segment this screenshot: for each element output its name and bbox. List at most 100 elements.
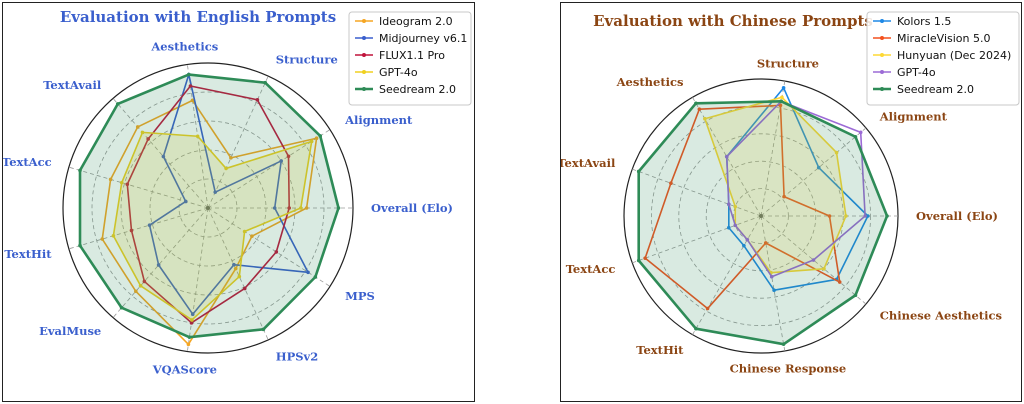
point-seedream-2-0-evalmuse	[119, 305, 124, 310]
point-gpt-4o-overall-elo	[863, 214, 867, 218]
point-flux1-1-pro-evalmuse	[142, 279, 147, 284]
legend-label-gpt-4o: GPT-4o	[897, 66, 936, 79]
point-gpt-4o-alignment	[858, 130, 863, 135]
series-line-gpt-4o	[112, 131, 313, 321]
center-dot	[759, 214, 763, 218]
legend: Kolors 1.5 MiracleVision 5.0 Hunyuan (Dec …	[866, 11, 1020, 106]
point-gpt-4o-vqascore	[190, 318, 194, 322]
point-miraclevision-5-0-chinese-aesthetics	[837, 280, 842, 284]
axis-label-overall-elo: Overall (Elo)	[916, 209, 998, 223]
point-ideogram-2-0-textavail	[135, 125, 140, 129]
point-midjourney-v6-1-evalmuse	[156, 263, 161, 267]
axis-label-textavail: TextAvail	[561, 156, 616, 170]
point-seedream-2-0-mps	[313, 275, 318, 279]
point-ideogram-2-0-evalmuse	[134, 289, 138, 294]
point-flux1-1-pro-alignment	[286, 154, 291, 159]
legend-marker	[880, 87, 884, 91]
point-seedream-2-0-chinese-aesthetics	[853, 293, 858, 298]
axis-labels: Overall (Elo) Alignment Structure Aesthetic…	[561, 56, 1002, 375]
series-seedream-2-0	[636, 99, 889, 346]
legend-marker	[362, 53, 366, 57]
series-line-seedream-2-0	[637, 100, 889, 346]
radar-grid	[623, 78, 899, 354]
point-gpt-4o-textacc	[119, 180, 124, 185]
point-ideogram-2-0-vqascore	[186, 342, 191, 347]
point-flux1-1-pro-overall-elo	[287, 206, 292, 210]
axis-label-alignment: Alignment	[344, 113, 413, 127]
point-gpt-4o-chinese-response	[769, 274, 774, 279]
point-miraclevision-5-0-texthit	[705, 306, 710, 311]
point-gpt-4o-texthit	[745, 237, 750, 242]
point-gpt-4o-textavail	[727, 202, 731, 207]
point-ideogram-2-0-structure	[229, 156, 233, 160]
axis-labels: Overall (Elo) Alignment Structure Aesthetic…	[3, 40, 453, 377]
series-line-kolors-1-5	[725, 87, 869, 292]
series-midjourney-v6-1	[147, 72, 310, 317]
point-gpt-4o-textacc	[733, 223, 738, 228]
point-seedream-2-0-hpsv2	[261, 327, 266, 332]
legend-marker	[880, 70, 884, 74]
spoke-vqascore	[186, 207, 209, 352]
point-midjourney-v6-1-texthit	[147, 223, 152, 227]
point-gpt-4o-chinese-aesthetics	[811, 258, 816, 262]
spoke-textacc	[632, 215, 762, 264]
spoke-texthit	[68, 207, 209, 250]
spoke-chinese-response	[760, 215, 786, 351]
axis-label-aesthetics: Aesthetics	[616, 75, 684, 89]
series-flux1-1-pro	[125, 84, 292, 325]
point-ideogram-2-0-mps	[250, 234, 254, 239]
axis-label-textacc: TextAcc	[3, 155, 52, 169]
point-miraclevision-5-0-structure	[778, 103, 783, 108]
point-flux1-1-pro-structure	[255, 98, 260, 102]
axis-label-aesthetics: Aesthetics	[150, 40, 218, 54]
legend-label-kolors-1-5: Kolors 1.5	[897, 15, 951, 28]
point-miraclevision-5-0-overall-elo	[827, 214, 832, 218]
series-line-seedream-2-0	[78, 73, 340, 339]
point-midjourney-v6-1-structure	[213, 190, 218, 194]
point-hunyuan-dec-2024-aesthetics	[703, 116, 707, 121]
series-line-gpt-4o	[725, 100, 866, 278]
series-line-ideogram-2-0	[101, 99, 318, 346]
point-hunyuan-dec-2024-overall-elo	[844, 214, 848, 218]
point-ideogram-2-0-textacc	[108, 177, 113, 182]
grid-ring	[733, 188, 789, 244]
point-midjourney-v6-1-vqascore	[190, 312, 195, 317]
point-gpt-4o-structure	[224, 166, 228, 171]
point-seedream-2-0-vqascore	[187, 335, 192, 339]
grid-ring	[651, 106, 871, 326]
legend-marker	[880, 19, 884, 23]
legend-label-seedream-2-0: Seedream 2.0	[379, 83, 456, 96]
chinese-prompts-panel: Overall (Elo) Alignment Structure Aesthetic…	[560, 2, 1022, 402]
axis-label-overall-elo: Overall (Elo)	[371, 201, 453, 215]
spoke-textavail	[632, 168, 762, 217]
point-miraclevision-5-0-textacc	[643, 256, 647, 260]
spoke-structure	[207, 75, 269, 209]
point-miraclevision-5-0-textavail	[669, 181, 673, 186]
chart-title: Evaluation with English Prompts	[60, 8, 336, 26]
point-seedream-2-0-texthit	[694, 326, 698, 331]
point-flux1-1-pro-hpsv2	[242, 286, 247, 291]
legend-box	[348, 11, 472, 106]
legend: Ideogram 2.0 Midjourney v6.1 FLUX1.1 Pro GP…	[348, 11, 472, 106]
point-seedream-2-0-alignment	[318, 134, 323, 138]
point-kolors-1-5-overall-elo	[866, 214, 870, 218]
point-seedream-2-0-aesthetics	[187, 72, 191, 77]
point-ideogram-2-0-hpsv2	[233, 266, 238, 271]
point-ideogram-2-0-overall-elo	[304, 206, 309, 210]
english-prompts-panel: Overall (Elo) Alignment Structure Aesthetic…	[2, 2, 475, 402]
chinese-radar-chart: Overall (Elo) Alignment Structure Aesthetic…	[561, 11, 1020, 376]
point-midjourney-v6-1-textacc	[183, 199, 188, 204]
point-gpt-4o-alignment	[309, 139, 314, 144]
point-hunyuan-dec-2024-chinese-aesthetics	[822, 267, 826, 271]
point-hunyuan-dec-2024-textavail	[733, 204, 738, 209]
axis-label-vqascore: VQAScore	[152, 362, 217, 376]
point-miraclevision-5-0-aesthetics	[697, 107, 702, 112]
series-seedream-2-0	[78, 72, 341, 339]
legend-label-midjourney-v6-1: Midjourney v6.1	[379, 32, 467, 45]
point-seedream-2-0-texthit	[78, 243, 82, 248]
spoke-hpsv2	[207, 207, 269, 341]
axis-label-texthit: TextHit	[4, 247, 52, 261]
point-seedream-2-0-alignment	[853, 134, 858, 139]
point-miraclevision-5-0-alignment	[782, 194, 786, 199]
point-midjourney-v6-1-hpsv2	[232, 262, 236, 267]
